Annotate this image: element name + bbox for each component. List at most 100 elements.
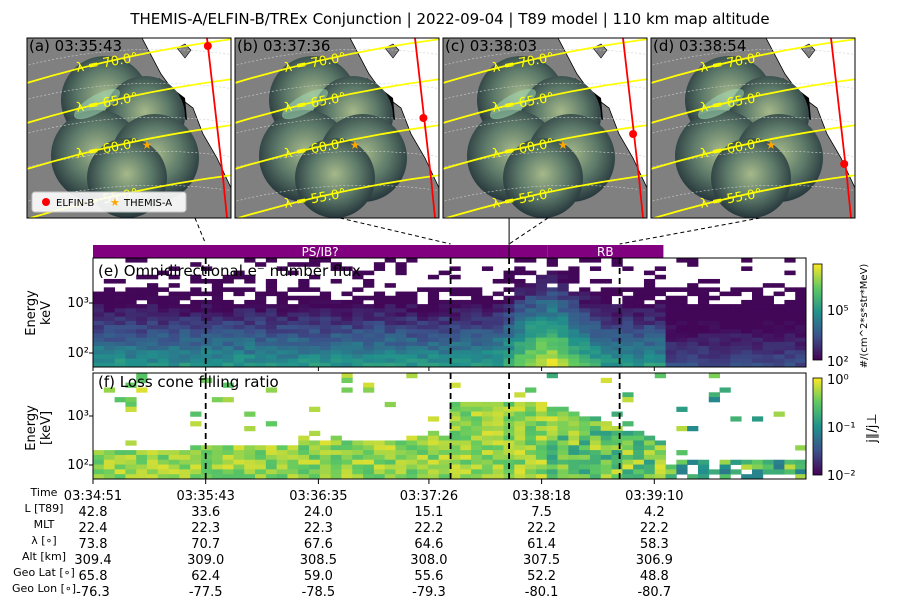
- heatmap-cell: [114, 346, 126, 351]
- heatmap-cell: [514, 308, 526, 313]
- heatmap-cell: [557, 450, 569, 456]
- heatmap-cell: [514, 430, 526, 437]
- heatmap-cell: [643, 304, 656, 309]
- heatmap-cell: [125, 329, 137, 334]
- heatmap-cell: [211, 278, 224, 284]
- heatmap-cell: [265, 421, 278, 427]
- heatmap-cell: [341, 362, 353, 368]
- heatmap-cell: [546, 320, 558, 326]
- heatmap-cell: [103, 459, 116, 465]
- heatmap-cell: [298, 283, 310, 288]
- heatmap-cell: [762, 283, 774, 288]
- heatmap-cell: [643, 474, 656, 480]
- heatmap-cell: [784, 337, 796, 343]
- heatmap-cell: [784, 258, 796, 263]
- elfin-track: [622, 38, 644, 218]
- heatmap-cell: [784, 329, 796, 334]
- heatmap-cell: [147, 337, 159, 343]
- heatmap-cell: [471, 445, 483, 451]
- heatmap-cell: [309, 454, 321, 461]
- heatmap-cell: [265, 454, 278, 461]
- heatmap-cell: [211, 283, 224, 288]
- heatmap-cell: [190, 421, 202, 427]
- heatmap-cell: [773, 469, 785, 475]
- heatmap-cell: [255, 329, 267, 334]
- heatmap-cell: [125, 287, 137, 292]
- heatmap-cell: [384, 445, 396, 451]
- heatmap-cell: [93, 337, 105, 343]
- heatmap-cell: [438, 312, 450, 318]
- heatmap-cell: [255, 312, 267, 318]
- heatmap-cell: [103, 278, 116, 284]
- heatmap-cell: [697, 291, 710, 297]
- heatmap-cell: [298, 346, 310, 351]
- heatmap-cell: [633, 350, 645, 355]
- heatmap-cell: [330, 346, 342, 351]
- heatmap-cell: [492, 320, 504, 326]
- heatmap-cell: [298, 341, 310, 347]
- heatmap-cell: [179, 325, 191, 330]
- heatmap-cell: [395, 459, 407, 465]
- heatmap-cell: [244, 346, 256, 351]
- heatmap-cell: [136, 325, 148, 330]
- heatmap-cell: [795, 304, 807, 309]
- heatmap-cell: [449, 287, 461, 292]
- heatmap-cell: [373, 464, 386, 470]
- heatmap-cell: [471, 333, 483, 339]
- heatmap-cell: [784, 333, 796, 339]
- table-cell: 58.3: [640, 537, 669, 552]
- heatmap-cell: [643, 325, 656, 330]
- heatmap-cell: [93, 316, 105, 322]
- heatmap-cell: [384, 454, 396, 461]
- heatmap-cell: [341, 469, 353, 475]
- heatmap-cell: [492, 426, 504, 432]
- heatmap-cell: [330, 329, 342, 334]
- legend-box: [31, 191, 187, 213]
- heatmap-cell: [93, 333, 105, 339]
- heatmap-cell: [795, 316, 807, 322]
- heatmap-cell: [114, 329, 126, 334]
- heatmap-cell: [535, 287, 548, 292]
- heatmap-cell: [751, 333, 764, 339]
- heatmap-cell: [568, 421, 580, 427]
- heatmap-cell: [600, 358, 612, 364]
- table-cell: -80.1: [525, 585, 559, 600]
- heatmap-cell: [514, 411, 526, 417]
- heatmap-cell: [449, 346, 461, 351]
- heatmap-cell: [352, 440, 364, 446]
- heatmap-cell: [255, 346, 267, 351]
- heatmap-cell: [471, 411, 483, 417]
- heatmap-cell: [255, 350, 267, 355]
- heatmap-cell: [579, 474, 591, 480]
- heatmap-cell: [406, 316, 418, 322]
- heatmap-cell: [352, 295, 364, 301]
- heatmap-cell: [622, 337, 634, 343]
- table-cell: 03:37:26: [400, 489, 458, 504]
- heatmap-cell: [633, 358, 645, 364]
- heatmap-cell: [460, 464, 472, 470]
- heatmap-cell: [341, 312, 353, 318]
- heatmap-cell: [492, 464, 504, 470]
- heatmap-cell: [125, 337, 137, 343]
- heatmap-cell: [341, 320, 353, 326]
- heatmap-cell: [190, 312, 202, 318]
- heatmap-cell: [568, 325, 580, 330]
- heatmap-cell: [233, 320, 245, 326]
- themis-footprint: ★: [558, 138, 569, 152]
- table-cell: 61.4: [527, 537, 556, 552]
- heatmap-cell: [687, 304, 699, 309]
- heatmap-cell: [697, 459, 710, 465]
- heatmap-cell: [633, 287, 645, 292]
- heatmap-cell: [352, 362, 364, 368]
- heatmap-cell: [525, 474, 537, 480]
- heatmap-cell: [676, 299, 688, 305]
- heatmap-cell: [481, 401, 494, 408]
- heatmap-cell: [438, 445, 450, 451]
- heatmap-cell: [611, 287, 623, 292]
- heatmap-cell: [93, 320, 105, 326]
- heatmap-cell: [730, 354, 742, 360]
- heatmap-cell: [481, 440, 494, 446]
- elfin-track: [206, 38, 228, 218]
- heatmap-cell: [568, 299, 580, 305]
- heatmap-cell: [438, 354, 450, 360]
